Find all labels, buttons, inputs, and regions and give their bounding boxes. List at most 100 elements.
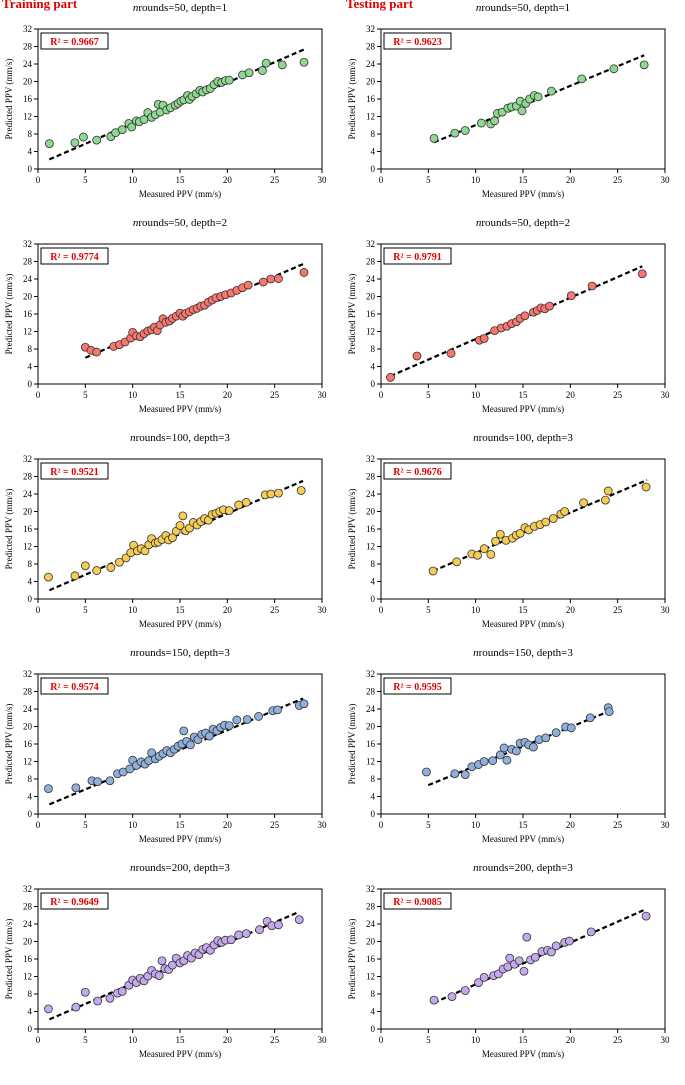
y-axis-label: Predicted PPV (mm/s) (347, 274, 357, 355)
chart-title-text: rounds=150, depth=3 (479, 647, 574, 659)
data-point (585, 713, 595, 723)
chart-7: nrounds=150, depth=3 0 5 10 15 20 25 30 0 4 8 12 16 2… (4, 647, 327, 844)
y-tick-label: 24 (366, 704, 376, 714)
data-point (117, 986, 127, 996)
x-tick-label: 0 (379, 175, 384, 185)
chart-title-italic: n (476, 2, 482, 14)
data-point (106, 563, 116, 572)
r2-box (40, 462, 109, 480)
y-tick-label: 24 (23, 489, 33, 499)
data-point (232, 715, 242, 725)
x-tick-label: 15 (176, 390, 186, 400)
x-tick-label: 30 (318, 390, 328, 400)
x-tick-label: 25 (613, 390, 623, 400)
x-tick-label: 30 (318, 1035, 328, 1045)
x-tick-label: 5 (426, 175, 431, 185)
y-tick-label: 12 (23, 327, 32, 337)
y-tick-label: 16 (366, 739, 376, 749)
x-axis-label: Measured PPV (mm/s) (139, 189, 221, 199)
x-axis-label: Measured PPV (mm/s) (139, 619, 221, 629)
data-point (450, 128, 460, 138)
data-point (70, 571, 80, 581)
x-tick-label: 20 (566, 1035, 576, 1045)
y-axis-label: Predicted PPV (mm/s) (347, 59, 357, 140)
data-point (266, 489, 276, 499)
data-point (474, 978, 483, 988)
data-point (548, 514, 558, 523)
x-tick-label: 10 (128, 175, 138, 185)
data-point (637, 269, 647, 279)
r2-label: R² = 0.9574 (50, 682, 98, 693)
y-axis-label: Predicted PPV (mm/s) (4, 704, 14, 785)
chart-title-italic: n (476, 217, 482, 229)
y-tick-label: 0 (28, 164, 33, 174)
y-tick-label: 12 (23, 542, 32, 552)
data-point (479, 972, 489, 982)
y-tick-label: 24 (366, 489, 376, 499)
data-point (476, 118, 486, 128)
r2-box (40, 892, 109, 910)
data-point (551, 941, 561, 951)
x-tick-label: 0 (36, 390, 41, 400)
chart-title-text: rounds=50, depth=1 (138, 2, 227, 14)
data-point (488, 756, 498, 766)
data-point (502, 755, 512, 765)
data-point (234, 930, 244, 940)
y-tick-label: 4 (28, 792, 33, 802)
data-point (105, 993, 115, 1003)
data-point (224, 721, 234, 731)
r2-label: R² = 0.9667 (50, 37, 98, 48)
r2-label: R² = 0.9791 (393, 252, 441, 263)
y-tick-label: 20 (366, 77, 376, 87)
y-tick-label: 4 (371, 577, 376, 587)
y-axis-label: Predicted PPV (mm/s) (4, 919, 14, 1000)
data-point (277, 60, 287, 70)
x-axis-label: Measured PPV (mm/s) (139, 834, 221, 844)
y-tick-label: 4 (371, 1007, 376, 1017)
chart-title-text: rounds=100, depth=3 (479, 432, 574, 444)
r2-box (40, 32, 109, 50)
chart-title-text: rounds=50, depth=2 (481, 217, 570, 229)
data-point (495, 529, 505, 539)
data-point (505, 953, 515, 963)
data-point (639, 60, 649, 70)
y-tick-label: 32 (366, 669, 375, 679)
y-tick-label: 16 (23, 954, 33, 964)
chart-title-text: rounds=200, depth=3 (136, 862, 231, 874)
y-axis-label: Predicted PPV (mm/s) (347, 489, 357, 570)
r2-box (383, 32, 452, 50)
x-tick-label: 20 (223, 1035, 233, 1045)
x-tick-label: 10 (471, 605, 481, 615)
x-tick-label: 10 (128, 820, 138, 830)
x-tick-label: 5 (83, 390, 88, 400)
data-point (486, 549, 496, 559)
chart-title: nrounds=50, depth=2 (476, 217, 570, 229)
y-tick-label: 16 (23, 739, 33, 749)
y-tick-label: 8 (28, 989, 33, 999)
data-point (244, 68, 254, 78)
y-axis-label: Predicted PPV (mm/s) (4, 489, 14, 570)
y-tick-label: 0 (28, 1024, 33, 1034)
data-point (479, 544, 489, 554)
data-point (519, 966, 529, 976)
chart-title: nrounds=150, depth=3 (473, 647, 573, 659)
data-point (274, 920, 283, 930)
data-point (603, 486, 613, 496)
data-point (515, 528, 525, 538)
chart-title-italic: n (130, 647, 136, 659)
data-point (547, 86, 556, 96)
y-tick-label: 12 (366, 112, 375, 122)
y-tick-label: 0 (28, 809, 33, 819)
data-point (514, 956, 524, 966)
x-tick-label: 5 (426, 390, 431, 400)
data-point (609, 64, 619, 74)
x-tick-label: 0 (36, 175, 41, 185)
y-tick-label: 4 (371, 362, 376, 372)
y-tick-label: 32 (366, 884, 375, 894)
data-point (460, 770, 470, 780)
r2-label: R² = 0.9774 (50, 252, 98, 263)
y-tick-label: 20 (23, 937, 33, 947)
x-tick-label: 15 (519, 390, 529, 400)
data-point (547, 947, 556, 957)
